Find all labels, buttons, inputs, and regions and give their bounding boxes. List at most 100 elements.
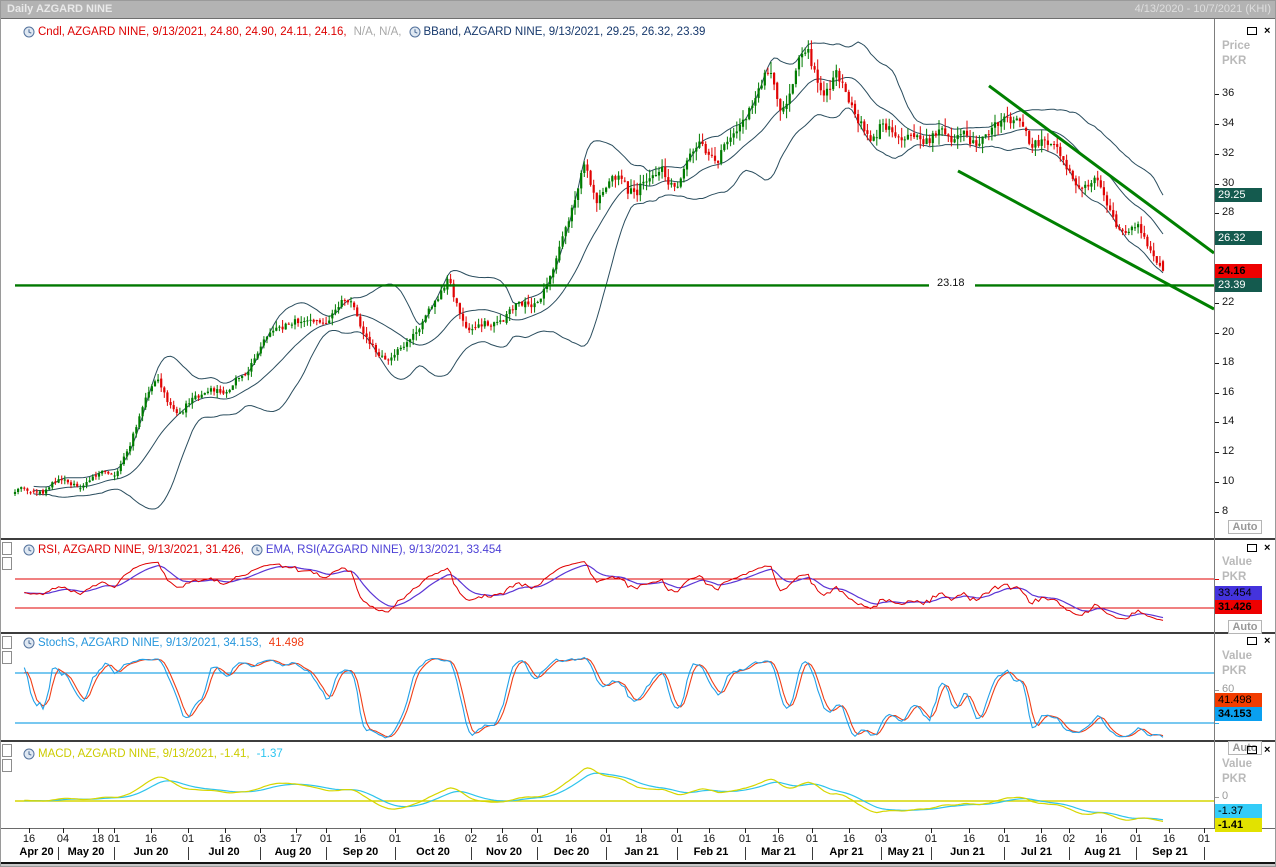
value-badge: 23.39 xyxy=(1215,278,1262,292)
price-tick-label: 20 xyxy=(1222,326,1235,338)
restore-icon[interactable] xyxy=(1247,27,1257,35)
legend-text: RSI, AZGARD NINE, 9/13/2021, 31.426, xyxy=(38,543,244,556)
month-separator xyxy=(1004,847,1005,860)
legend-stoch[interactable]: StochS, AZGARD NINE, 9/13/2021, 34.153, 4… xyxy=(23,635,304,650)
window-controls: × xyxy=(1247,25,1271,37)
pane-handle[interactable] xyxy=(2,759,12,772)
date-tick-label: 02 xyxy=(464,833,478,845)
date-tick xyxy=(98,828,99,833)
month-separator xyxy=(471,847,472,860)
month-separator xyxy=(1069,847,1070,860)
restore-icon[interactable] xyxy=(1247,637,1257,645)
price-tick-label: 10 xyxy=(1222,475,1235,487)
date-tick xyxy=(114,828,115,833)
date-tick-label: 16 xyxy=(842,833,856,845)
price-tick-label: 28 xyxy=(1222,206,1235,218)
indicator-icon xyxy=(23,748,35,759)
date-tick-label: 16 xyxy=(771,833,785,845)
month-separator xyxy=(931,847,932,860)
date-tick-label: 01 xyxy=(805,833,819,845)
date-tick-label: 18 xyxy=(634,833,648,845)
month-label: Jan 21 xyxy=(624,846,659,858)
pane-separator[interactable] xyxy=(1,740,1275,742)
value-badge: -1.41 xyxy=(1215,818,1262,832)
axis-unit-label: Value xyxy=(1222,758,1253,770)
month-separator xyxy=(58,847,59,860)
date-tick xyxy=(326,828,327,833)
date-tick xyxy=(1041,828,1042,833)
axis-unit-label: Value xyxy=(1222,650,1253,662)
price-tick-label: 36 xyxy=(1222,87,1235,99)
month-separator xyxy=(677,847,678,860)
month-label: Apr 20 xyxy=(19,846,54,858)
value-tick-label: 60 xyxy=(1222,683,1235,695)
date-tick-label: 01 xyxy=(1129,833,1143,845)
date-tick xyxy=(778,828,779,833)
pane-title-bar[interactable]: Daily AZGARD NINE 4/13/2020 - 10/7/2021 … xyxy=(1,1,1275,19)
date-tick-label: 16 xyxy=(962,833,976,845)
value-badge: 29.25 xyxy=(1215,188,1262,202)
date-tick xyxy=(1069,828,1070,833)
date-tick-label: 03 xyxy=(874,833,888,845)
price-tick-dash xyxy=(1215,94,1219,95)
axis-top-border xyxy=(1,828,1275,829)
date-tick-label: 16 xyxy=(1162,833,1176,845)
date-tick xyxy=(151,828,152,833)
indicator-icon xyxy=(23,544,35,555)
month-label: Nov 20 xyxy=(485,846,523,858)
pane-handle[interactable] xyxy=(2,636,12,649)
legend-segment: 41.498 xyxy=(269,637,304,649)
month-separator xyxy=(260,847,261,860)
date-tick xyxy=(641,828,642,833)
auto-scale-button[interactable]: Auto xyxy=(1228,520,1262,534)
window-bottom-strip xyxy=(1,864,1275,866)
date-tick-label: 16 xyxy=(1034,833,1048,845)
value-badge: 26.32 xyxy=(1215,231,1262,245)
legend-text: BBand, AZGARD NINE, 9/13/2021, 29.25, 26… xyxy=(423,25,706,38)
legend-macd[interactable]: MACD, AZGARD NINE, 9/13/2021, -1.41, -1.3… xyxy=(23,746,283,761)
pane-handle[interactable] xyxy=(2,557,12,570)
date-tick-label: 01 xyxy=(107,833,121,845)
pane-handle[interactable] xyxy=(2,651,12,664)
legend-rsi[interactable]: RSI, AZGARD NINE, 9/13/2021, 31.426, EMA,… xyxy=(23,542,502,557)
value-badge: 24.16 xyxy=(1215,264,1262,278)
price-tick-label: 32 xyxy=(1222,147,1235,159)
legend-text: 41.498 xyxy=(268,636,304,649)
date-tick-label: 16 xyxy=(353,833,367,845)
axis-unit-label: PKR xyxy=(1222,773,1247,785)
month-separator xyxy=(606,847,607,860)
pane-handle[interactable] xyxy=(2,744,12,757)
month-label: Apr 21 xyxy=(829,846,864,858)
legend-segment: RSI, AZGARD NINE, 9/13/2021, 31.426, xyxy=(23,544,244,556)
pane-separator[interactable] xyxy=(1,632,1275,634)
close-icon[interactable]: × xyxy=(1264,744,1271,756)
value-badge: 31.426 xyxy=(1215,600,1262,614)
close-icon[interactable]: × xyxy=(1264,25,1271,37)
window-controls: × xyxy=(1247,744,1271,756)
date-tick-label: 16 xyxy=(432,833,446,845)
price-tick-dash xyxy=(1215,422,1219,423)
auto-scale-button[interactable]: Auto xyxy=(1228,741,1262,755)
chart-canvas[interactable] xyxy=(1,19,1214,828)
date-tick-label: 18 xyxy=(91,833,105,845)
legend-text: -1.37 xyxy=(256,747,283,760)
legend-main[interactable]: Cndl, AZGARD NINE, 9/13/2021, 24.80, 24.… xyxy=(23,24,705,39)
date-tick xyxy=(1204,828,1205,833)
legend-segment: StochS, AZGARD NINE, 9/13/2021, 34.153, xyxy=(23,637,262,649)
date-tick-label: 04 xyxy=(56,833,70,845)
window-controls: × xyxy=(1247,635,1271,647)
pane-handle[interactable] xyxy=(2,542,12,555)
close-icon[interactable]: × xyxy=(1264,635,1271,647)
month-label: Jul 21 xyxy=(1020,846,1053,858)
restore-icon[interactable] xyxy=(1247,746,1257,754)
price-tick-dash xyxy=(1215,363,1219,364)
auto-scale-button[interactable]: Auto xyxy=(1228,620,1262,634)
restore-icon[interactable] xyxy=(1247,544,1257,552)
pane-separator[interactable] xyxy=(1,538,1275,540)
date-tick xyxy=(260,828,261,833)
axis-unit-label: PKR xyxy=(1222,55,1247,67)
close-icon[interactable]: × xyxy=(1264,542,1271,554)
date-tick-label: 01 xyxy=(181,833,195,845)
date-tick-label: 01 xyxy=(388,833,402,845)
window-controls: × xyxy=(1247,542,1271,554)
